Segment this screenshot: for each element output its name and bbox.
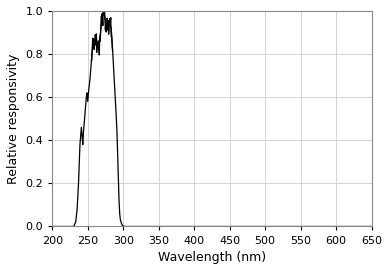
Y-axis label: Relative responsivity: Relative responsivity [7, 53, 20, 184]
X-axis label: Wavelength (nm): Wavelength (nm) [158, 251, 266, 264]
